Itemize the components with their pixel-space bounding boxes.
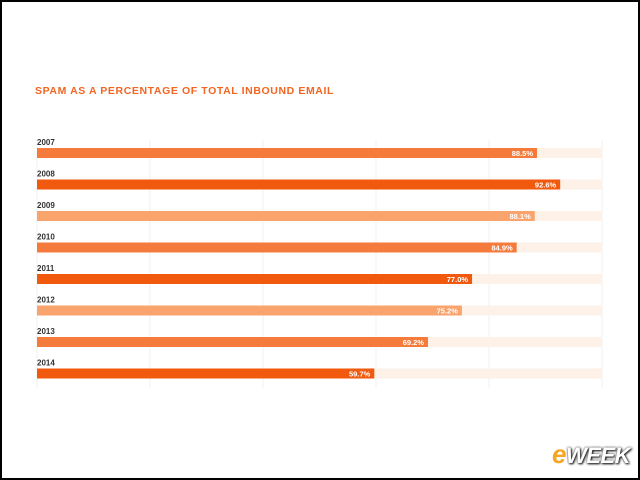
category-label: 2008 bbox=[37, 170, 55, 179]
bar bbox=[37, 337, 428, 347]
value-label: 88.5% bbox=[512, 149, 534, 158]
value-label: 92.6% bbox=[535, 180, 557, 189]
bar bbox=[37, 148, 538, 158]
value-label: 77.0% bbox=[447, 275, 469, 284]
bar bbox=[37, 179, 561, 190]
chart-title: SPAM AS A PERCENTAGE OF TOTAL INBOUND EM… bbox=[35, 85, 334, 97]
category-label: 2007 bbox=[37, 138, 55, 147]
bar bbox=[37, 211, 535, 221]
eweek-logo: eWEEK bbox=[552, 439, 630, 470]
grid-lines bbox=[36, 140, 603, 388]
value-label: 69.2% bbox=[403, 338, 425, 347]
category-label: 2013 bbox=[37, 327, 55, 336]
category-label: 2011 bbox=[37, 264, 55, 273]
value-label: 84.9% bbox=[491, 243, 513, 252]
bar bbox=[37, 305, 462, 316]
category-label: 2010 bbox=[37, 233, 55, 242]
value-label: 59.7% bbox=[349, 369, 371, 378]
logo-week: WEEK bbox=[566, 443, 631, 468]
logo-e: e bbox=[552, 439, 566, 469]
bar bbox=[37, 368, 375, 379]
category-label: 2009 bbox=[37, 201, 55, 210]
bar bbox=[37, 274, 473, 284]
bar bbox=[37, 242, 517, 253]
value-label: 75.2% bbox=[437, 306, 459, 315]
category-label: 2014 bbox=[37, 359, 55, 368]
bars: 2007 88.5% 2008 92.6% 2009 88.1% 2010 84.9% 2011… bbox=[37, 138, 602, 379]
category-label: 2012 bbox=[37, 296, 55, 305]
value-label: 88.1% bbox=[509, 212, 531, 221]
